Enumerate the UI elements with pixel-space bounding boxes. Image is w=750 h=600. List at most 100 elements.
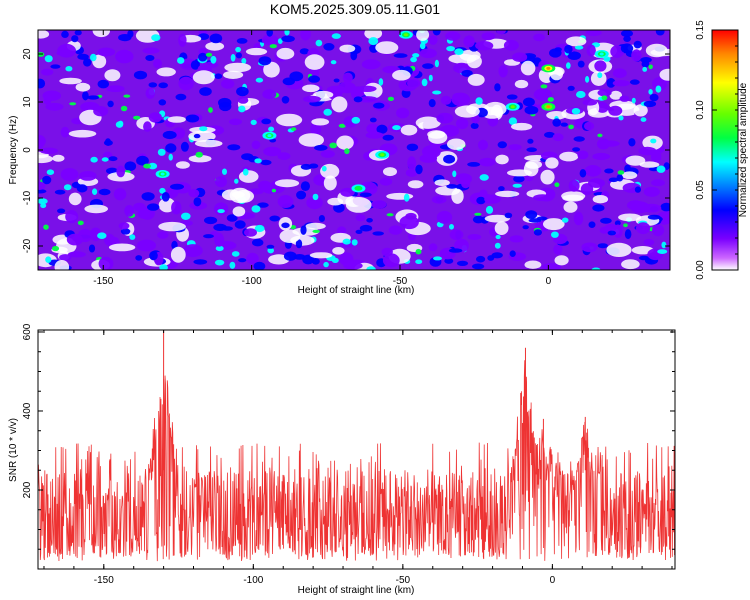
heatmap-cell xyxy=(330,60,337,65)
y-tick-label: 400 xyxy=(22,402,33,419)
heatmap-cell xyxy=(574,45,584,50)
heatmap-x-label: Height of straight line (km) xyxy=(298,285,415,296)
heatmap-cell xyxy=(252,238,264,247)
heatmap-cell xyxy=(639,161,660,168)
heatmap-cell xyxy=(436,210,453,224)
heatmap-cell xyxy=(431,195,447,204)
heatmap-cell xyxy=(588,221,596,228)
heatmap-cell xyxy=(199,126,208,132)
heatmap-cell xyxy=(620,43,634,54)
heatmap-cell xyxy=(481,32,496,41)
heatmap-cell xyxy=(563,201,578,213)
heatmap-cell xyxy=(520,60,536,76)
heatmap-cell xyxy=(277,38,283,44)
heatmap-peak xyxy=(380,153,385,157)
heatmap-cell xyxy=(101,157,109,162)
colorbar-gradient xyxy=(712,30,738,270)
heatmap-peak xyxy=(267,134,272,138)
heatmap-cell xyxy=(74,30,82,36)
heatmap-cell xyxy=(446,46,455,52)
heatmap-cell xyxy=(633,40,642,49)
heatmap-cell xyxy=(643,100,657,108)
heatmap-cell xyxy=(552,118,561,127)
heatmap-cell xyxy=(410,56,417,63)
heatmap-cell xyxy=(106,85,125,93)
heatmap-cell xyxy=(260,159,272,166)
heatmap-cell xyxy=(443,154,456,164)
heatmap-cell xyxy=(238,105,246,113)
heatmap-cell xyxy=(525,160,542,169)
heatmap-cell xyxy=(43,95,52,105)
heatmap-cell xyxy=(136,155,149,166)
heatmap-cell xyxy=(331,33,341,39)
heatmap-cell xyxy=(581,242,598,253)
heatmap-cell xyxy=(463,35,475,48)
heatmap-cell xyxy=(65,66,73,72)
heatmap-cell xyxy=(624,229,632,240)
heatmap-cell xyxy=(104,138,112,146)
heatmap-cell xyxy=(312,193,319,201)
x-tick-label: -100 xyxy=(242,276,262,287)
heatmap-cell xyxy=(617,170,625,175)
heatmap-cell xyxy=(52,154,65,162)
heatmap-cell xyxy=(591,267,601,270)
heatmap-cell xyxy=(299,48,310,55)
heatmap-cell xyxy=(554,182,560,187)
heatmap-cell xyxy=(386,213,394,217)
heatmap-cell xyxy=(251,140,261,150)
heatmap-cell xyxy=(522,225,529,230)
heatmap-cell xyxy=(45,102,64,111)
heatmap-cell xyxy=(209,33,223,44)
heatmap-cell xyxy=(655,30,665,36)
heatmap-cell xyxy=(263,146,282,157)
heatmap-peak xyxy=(160,172,165,176)
heatmap-cell xyxy=(75,82,91,92)
heatmap-cell xyxy=(269,44,277,49)
heatmap-cell xyxy=(305,222,326,230)
heatmap-cell xyxy=(214,259,225,266)
heatmap-cell xyxy=(229,261,236,269)
heatmap-cell xyxy=(512,183,522,188)
heatmap-cell xyxy=(38,135,45,149)
heatmap-cell xyxy=(320,150,335,158)
heatmap-cell xyxy=(656,165,666,173)
heatmap-cell xyxy=(214,73,223,79)
heatmap-cell xyxy=(215,176,227,188)
heatmap-cell xyxy=(376,124,388,134)
heatmap-cell xyxy=(436,112,454,124)
x-tick-label: -50 xyxy=(396,575,411,586)
heatmap-cell xyxy=(133,70,148,80)
heatmap-cell xyxy=(403,193,410,202)
heatmap-cell xyxy=(547,97,554,102)
heatmap-cell xyxy=(350,50,358,61)
heatmap-cell xyxy=(652,224,665,237)
heatmap-cell xyxy=(159,264,168,270)
heatmap-cell xyxy=(571,108,581,115)
heatmap-cell xyxy=(577,150,589,160)
heatmap-cell xyxy=(479,157,496,167)
heatmap-cell xyxy=(533,88,553,101)
x-tick-label: -150 xyxy=(94,575,114,586)
y-tick-label: 600 xyxy=(22,323,33,340)
heatmap-cell xyxy=(180,141,189,152)
heatmap-cell xyxy=(171,200,182,215)
heatmap-cell xyxy=(647,214,661,220)
heatmap-cell xyxy=(621,30,633,38)
heatmap-cell xyxy=(236,86,249,97)
heatmap-cell xyxy=(623,35,631,43)
heatmap-cell xyxy=(381,247,393,257)
heatmap-cell xyxy=(636,222,651,235)
heatmap-cell xyxy=(224,62,252,73)
y-tick-label: 10 xyxy=(22,96,33,108)
heatmap-cell xyxy=(340,187,355,197)
heatmap-peak xyxy=(546,105,551,109)
heatmap-cell xyxy=(98,188,111,196)
heatmap-cell xyxy=(178,76,194,91)
heatmap-cell xyxy=(291,127,297,131)
heatmap-cell xyxy=(120,105,128,112)
heatmap-cell xyxy=(494,83,501,92)
heatmap-cell xyxy=(246,252,259,265)
heatmap-cell xyxy=(604,168,614,174)
heatmap-cell xyxy=(281,222,290,229)
